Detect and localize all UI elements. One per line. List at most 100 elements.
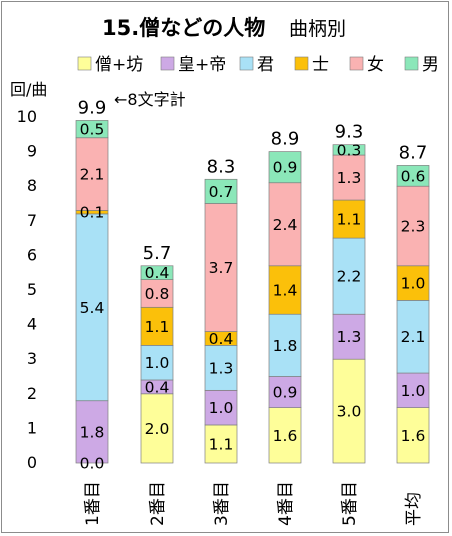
x-tick-label-6: 平均 xyxy=(404,492,424,526)
total-annotation: ←8文字計 xyxy=(114,90,186,109)
bar-segment-6-6 xyxy=(396,165,430,187)
bar-segment-5-6 xyxy=(332,144,366,156)
segment-label-4-3: 1.8 xyxy=(273,337,298,355)
x-axis-labels: 1番目 2番目 3番目 4番目 5番目 平均 xyxy=(83,481,424,526)
bar-segment-4-3 xyxy=(268,313,302,377)
legend-label-3: 君 xyxy=(257,55,274,75)
segment-label-1-5: 2.1 xyxy=(80,166,105,184)
legend-label-5: 女 xyxy=(367,55,384,75)
bar-segment-3-6 xyxy=(204,178,238,204)
legend-swatch-2 xyxy=(160,56,175,71)
legend-swatch-3 xyxy=(239,56,254,71)
segment-label-5-1: 3.0 xyxy=(337,403,362,421)
total-label-5: 9.3 xyxy=(335,122,364,143)
total-labels: 9.9 5.7 8.3 8.9 9.3 8.7 xyxy=(78,97,428,263)
bar-segment-1-3 xyxy=(75,213,109,402)
segment-label-6-5: 2.3 xyxy=(401,217,426,235)
bar-segment-2-6 xyxy=(140,265,174,280)
legend: 僧+坊 皇+帝 君 士 女 男 xyxy=(77,55,439,75)
segment-label-3-1: 1.1 xyxy=(209,435,234,453)
bar-segment-2-4 xyxy=(140,306,174,346)
y-tick-label-2: 2 xyxy=(27,384,37,403)
segment-label-2-1: 2.0 xyxy=(145,420,170,438)
y-tick-label-3: 3 xyxy=(27,349,37,368)
bar-segment-5-3 xyxy=(332,237,366,315)
segment-label-4-1: 1.6 xyxy=(273,427,298,445)
bar-segment-5-4 xyxy=(332,199,366,239)
total-label-3: 8.3 xyxy=(207,156,236,177)
legend-swatch-1 xyxy=(77,56,92,71)
y-tick-label-4: 4 xyxy=(27,315,37,334)
bar-segment-2-1 xyxy=(140,393,174,464)
bar-segment-4-2 xyxy=(268,376,302,408)
bar-segment-6-3 xyxy=(396,300,430,374)
bar-segment-6-1 xyxy=(396,407,430,464)
bar-segment-4-5 xyxy=(268,182,302,267)
chart-title: 15.僧などの人物 曲柄別 xyxy=(102,16,346,40)
chart-title-main: 15.僧などの人物 xyxy=(102,16,265,40)
x-tick-label-4: 4番目 xyxy=(276,481,296,526)
segment-label-5-5: 1.3 xyxy=(337,169,362,187)
legend-swatch-6 xyxy=(404,56,419,71)
bar-segment-3-3 xyxy=(204,345,238,391)
bar-segment-5-5 xyxy=(332,154,366,201)
segment-label-1-3: 5.4 xyxy=(80,299,105,317)
segment-label-1-1: 0.0 xyxy=(80,455,105,473)
bar-segment-1-2 xyxy=(75,400,109,464)
x-tick-label-5: 5番目 xyxy=(340,481,360,526)
y-tick-label-6: 6 xyxy=(27,245,37,264)
y-axis-ticks: 0 1 2 3 4 5 6 7 8 9 10 xyxy=(17,107,37,472)
bar-segments xyxy=(75,120,430,464)
bar-segment-1-6 xyxy=(75,120,109,139)
legend-label-2: 皇+帝 xyxy=(178,55,226,75)
bar-segment-3-2 xyxy=(204,389,238,426)
segment-label-3-5: 3.7 xyxy=(209,259,234,277)
segment-label-3-3: 1.3 xyxy=(209,359,234,377)
segment-label-6-4: 1.0 xyxy=(401,275,426,293)
total-label-1: 9.9 xyxy=(78,97,107,118)
segment-label-1-4: 0.1 xyxy=(80,204,105,222)
bar-segment-5-1 xyxy=(332,358,366,464)
y-tick-label-8: 8 xyxy=(27,176,37,195)
segment-label-5-3: 2.2 xyxy=(337,268,362,286)
segment-label-6-3: 2.1 xyxy=(401,328,426,346)
total-label-4: 8.9 xyxy=(271,129,300,150)
segment-label-6-1: 1.6 xyxy=(401,427,426,445)
segment-label-4-4: 1.4 xyxy=(273,282,298,300)
chart-title-sub: 曲柄別 xyxy=(289,18,346,40)
bar-segment-6-5 xyxy=(396,185,430,267)
segment-label-3-6: 0.7 xyxy=(209,183,234,201)
y-tick-label-10: 10 xyxy=(17,107,37,126)
y-axis-label: 回/曲 xyxy=(10,80,47,99)
segment-label-2-2: 0.4 xyxy=(145,378,170,396)
segment-label-4-2: 0.9 xyxy=(273,384,298,402)
bar-segment-4-4 xyxy=(268,265,302,315)
bar-segment-3-5 xyxy=(204,203,238,332)
bar-segment-4-6 xyxy=(268,151,302,184)
total-label-2: 5.7 xyxy=(143,243,172,264)
total-label-6: 8.7 xyxy=(399,142,428,163)
segment-label-4-6: 0.9 xyxy=(273,159,298,177)
bar-segment-2-5 xyxy=(140,279,174,308)
segment-labels: 0.0 1.8 5.4 0.1 2.1 0.5 2.0 0.4 1.0 1.1 0.8 0.4 1.1 1… xyxy=(80,121,426,473)
legend-label-1: 僧+坊 xyxy=(95,55,143,75)
bar-segment-4-1 xyxy=(268,407,302,464)
y-tick-label-7: 7 xyxy=(27,211,37,230)
segment-label-5-4: 1.1 xyxy=(337,211,362,229)
legend-label-6: 男 xyxy=(422,55,439,75)
segment-label-2-4: 1.1 xyxy=(145,318,170,336)
bar-segment-5-2 xyxy=(332,313,366,360)
y-tick-label-1: 1 xyxy=(27,418,37,437)
segment-label-5-6: 0.3 xyxy=(337,141,362,159)
segment-label-2-3: 1.0 xyxy=(145,354,170,372)
y-tick-label-0: 0 xyxy=(27,453,37,472)
segment-label-2-6: 0.4 xyxy=(145,264,170,282)
segment-label-3-4: 0.4 xyxy=(209,330,234,348)
bar-segment-1-5 xyxy=(75,137,109,211)
segment-label-5-2: 1.3 xyxy=(337,328,362,346)
bar-segment-6-4 xyxy=(396,265,430,301)
segment-label-1-2: 1.8 xyxy=(80,423,105,441)
segment-label-4-5: 2.4 xyxy=(273,216,298,234)
